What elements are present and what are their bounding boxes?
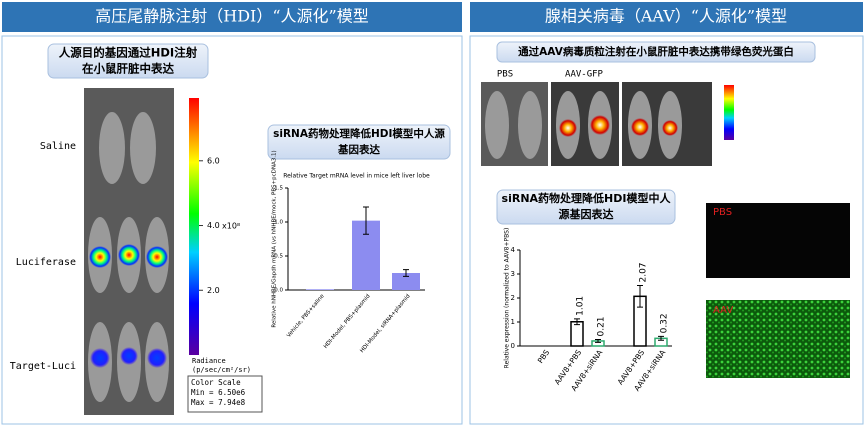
heading-box <box>496 189 676 225</box>
error-bar <box>363 206 369 235</box>
micrograph <box>706 300 850 378</box>
callout-text: 在小鼠肝脏中表达 <box>82 62 174 76</box>
y-tick-label: 1.5 <box>274 186 283 192</box>
row-label: Saline <box>40 141 76 152</box>
error-bar <box>658 335 664 341</box>
bar <box>570 321 584 347</box>
value-label: 1.01 <box>576 296 586 316</box>
heading-box <box>267 124 451 160</box>
y-axis-label: Relative hNHBE/Gapdh mRNA (vs hNHBE/mock… <box>272 150 278 327</box>
bar <box>306 289 334 290</box>
image-label: AAV-GFP <box>565 70 604 80</box>
row-label: Luciferase <box>16 257 76 268</box>
chart-heading: siRNA药物处理降低HDI模型中人源 <box>273 127 445 140</box>
error-bar <box>403 269 409 277</box>
mouse-image <box>84 88 174 200</box>
y-axis-label: Relative expression (normalized to AAV8+… <box>504 228 511 369</box>
chart-heading: 基因表达 <box>337 143 380 156</box>
y-tick-label: 2 <box>511 294 515 302</box>
scale-label: Radiance <box>192 357 226 365</box>
header-bar <box>470 2 863 32</box>
scale-tick-label: 4.0 <box>207 221 220 230</box>
scale-box-text: Color Scale <box>191 378 241 387</box>
micrograph <box>706 203 850 278</box>
x-tick-label: Vehicle, PBS+saline <box>286 293 326 339</box>
y-tick-label: 0 <box>511 342 515 350</box>
y-tick-label: 3 <box>511 270 515 278</box>
error-bar <box>595 339 601 343</box>
y-tick-label: 0.0 <box>274 288 283 294</box>
header-bar <box>2 2 462 32</box>
scale-tick-label: 2.0 <box>207 286 220 295</box>
color-scale <box>189 98 199 355</box>
scale-box-text: Min = 6.50e6 <box>191 388 246 397</box>
callout-box <box>47 43 209 79</box>
row-label: Target-Luci <box>10 361 76 372</box>
callout-text: 人源目的基因通过HDI注射 <box>59 46 198 60</box>
panel-border <box>469 35 864 425</box>
value-label: 2.07 <box>639 262 649 282</box>
micro-label: PBS <box>713 207 732 218</box>
color-scale <box>724 85 734 140</box>
y-tick-label: 1 <box>511 318 515 326</box>
scale-unit: x10⁸ <box>222 222 240 231</box>
y-tick-label: 4 <box>511 246 516 254</box>
error-bar <box>574 318 580 326</box>
scale-label: (p/sec/cm²/sr) <box>192 366 251 374</box>
right-panel <box>469 2 864 425</box>
scale-tick-label: 6.0 <box>207 156 220 165</box>
value-label: 0.21 <box>597 316 607 336</box>
panel-title: 腺相关病毒（AAV）“人源化”模型 <box>545 7 787 26</box>
image-label: PBS <box>497 70 513 80</box>
callout-text: 通过AAV病毒质粒注射在小鼠肝脏中表达携带绿色荧光蛋白 <box>518 45 794 58</box>
y-tick-label: 1.0 <box>274 220 283 226</box>
panel-title: 高压尾静脉注射（HDI）“人源化”模型 <box>95 7 368 26</box>
x-tick-label: HDI-Model, PBS+plasmid <box>323 293 372 349</box>
value-label: 0.32 <box>660 313 670 333</box>
x-tick-label: PBS <box>536 348 552 365</box>
chart-heading: siRNA药物处理降低HDI模型中人 <box>502 191 672 205</box>
chart-title: Relative Target mRNA level in mice left … <box>283 173 430 180</box>
panel-border <box>1 35 463 425</box>
scale-box-text: Max = 7.94e8 <box>191 398 246 407</box>
left-panel <box>1 2 463 425</box>
chart-heading: 源基因表达 <box>559 207 614 221</box>
callout-box <box>496 41 816 63</box>
y-tick-label: 0.5 <box>274 254 283 260</box>
scale-box <box>187 375 263 413</box>
micro-label: AAV <box>713 305 733 316</box>
bar <box>392 273 420 290</box>
error-bar <box>637 285 643 308</box>
